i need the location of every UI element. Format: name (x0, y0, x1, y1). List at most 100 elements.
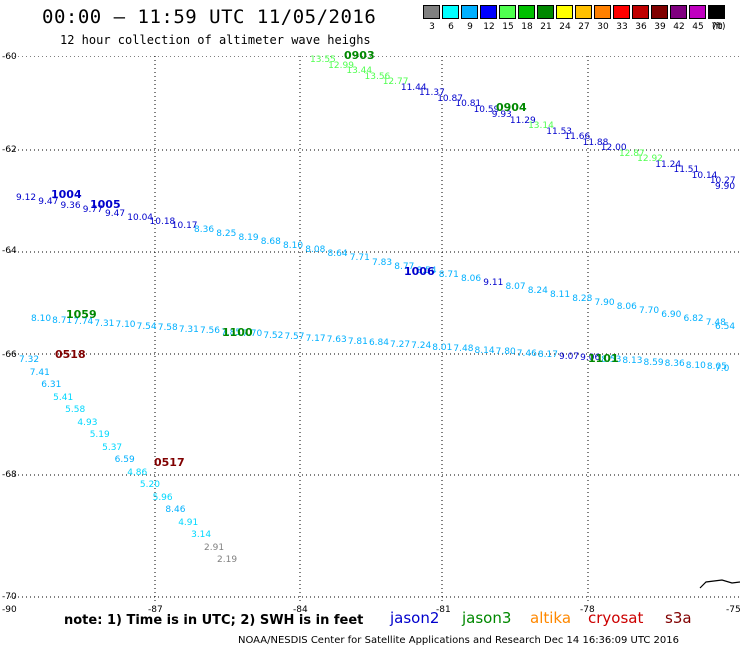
longitude-label: -75 (726, 605, 740, 615)
scale-swatch (670, 5, 687, 19)
wave-height-value: 7.48 (453, 344, 474, 355)
satellite-legend-s3a: s3a (665, 609, 692, 627)
wave-height-value: 8.13 (622, 356, 643, 367)
longitude-label: -84 (293, 605, 308, 615)
scale-label: 9 (467, 22, 473, 32)
wave-height-value: 9.06 (580, 353, 601, 364)
wave-height-value: 8.25 (216, 229, 237, 240)
longitude-label: -81 (436, 605, 451, 615)
wave-height-value: 11.29 (509, 115, 536, 126)
wave-height-value: 7.41 (29, 367, 50, 378)
scale-label: 30 (597, 22, 609, 32)
map-plot-area (10, 56, 740, 601)
wave-height-value: 13.44 (346, 66, 373, 77)
wave-height-value: 10.14 (691, 170, 718, 181)
wave-height-value: 6.31 (41, 380, 62, 390)
wave-height-value: 7.46 (516, 348, 537, 359)
wave-height-value: 8.10 (31, 314, 52, 324)
wave-height-value: 7.31 (178, 324, 199, 335)
wave-height-value: 7.0 (715, 364, 730, 374)
wave-height-value: 7.74 (73, 317, 94, 328)
map-subtitle: 12 hour collection of altimeter wave hei… (60, 33, 371, 47)
wave-height-value: 8.28 (572, 293, 593, 304)
scale-label: 21 (540, 22, 552, 32)
wave-height-value: 8.07 (505, 281, 526, 292)
wave-height-value: 12.87 (618, 148, 645, 159)
wave-height-value: 8.11 (550, 289, 571, 300)
scale-label: 3 (429, 22, 435, 32)
wave-height-value: 7.48 (705, 317, 726, 328)
scale-swatch (461, 5, 478, 19)
wave-height-value: 7.83 (372, 257, 393, 268)
footnote: note: 1) Time is in UTC; 2) SWH is in fe… (64, 613, 364, 628)
wave-height-value: 10.04 (127, 213, 154, 224)
pass-time-label: 0517 (154, 456, 185, 469)
wave-height-value: 8.71 (52, 315, 73, 326)
scale-label: 24 (559, 22, 571, 32)
wave-height-value: 7.24 (411, 341, 432, 352)
wave-height-value: 8.06 (616, 301, 637, 312)
scale-swatch (537, 5, 554, 19)
wave-height-value: 9.36 (60, 201, 81, 212)
pass-time-label: 0904 (496, 101, 527, 114)
scale-swatch (632, 5, 649, 19)
scale-swatch (708, 5, 725, 19)
scale-label: 6 (448, 22, 454, 32)
pass-time-label: 1006 (404, 265, 435, 278)
wave-height-value: 9.93 (491, 110, 512, 121)
wave-height-value: 3.14 (191, 530, 212, 540)
longitude-label: -87 (148, 605, 163, 615)
latitude-label: -64 (2, 246, 17, 256)
scale-label: 70 (711, 22, 723, 32)
scale-label: 12 (483, 22, 495, 32)
wave-height-value: 8.53 (601, 354, 622, 365)
latitude-label: -62 (2, 145, 17, 155)
wave-height-value: 11.37 (419, 88, 445, 99)
wave-height-value: 10.59 (473, 104, 500, 115)
wave-height-value: 7.54 (136, 321, 157, 332)
wave-height-value: 4.91 (178, 517, 199, 528)
scale-swatch (499, 5, 516, 19)
wave-height-value: 10.87 (437, 93, 463, 104)
wave-height-value: 9.12 (16, 193, 37, 203)
wave-height-value: 9.90 (715, 182, 736, 192)
scale-swatch (575, 5, 592, 19)
wave-height-value: 8.10 (685, 360, 706, 371)
wave-height-value: 11.44 (400, 82, 427, 93)
satellite-legend-altika: altika (530, 609, 572, 627)
wave-height-value: 2.91 (204, 542, 225, 553)
wave-height-value: 7.63 (326, 335, 347, 346)
scale-label: 15 (502, 22, 514, 32)
scale-label: 36 (635, 22, 647, 32)
wave-height-value: 6.54 (715, 322, 736, 332)
latitude-label: -68 (2, 470, 17, 480)
wave-height-value: 5.19 (89, 430, 110, 440)
wave-height-value: 7.32 (19, 355, 40, 365)
wave-height-value: 9.47 (105, 209, 126, 220)
scale-swatch (613, 5, 630, 19)
wave-height-value: 7.10 (115, 320, 136, 331)
wave-height-value: 11.88 (582, 137, 609, 148)
wave-height-value: 9.77 (82, 205, 103, 216)
wave-height-value: 11.24 (655, 159, 682, 170)
latitude-label: -66 (2, 350, 17, 360)
credit-footer: NOAA/NESDIS Center for Satellite Applica… (238, 635, 680, 646)
wave-height-value: 7.56 (199, 326, 221, 337)
scale-label: 18 (521, 22, 533, 32)
wave-height-value: 7.57 (284, 332, 305, 343)
scale-swatch (689, 5, 706, 19)
wave-height-value: 8.54 (416, 265, 437, 276)
wave-height-value: 7.80 (495, 347, 516, 358)
wave-height-value: 13.55 (310, 55, 336, 65)
scale-label: 42 (673, 22, 685, 32)
wave-height-value: 7.52 (263, 330, 284, 341)
wave-height-value: 9.11 (483, 277, 504, 288)
scale-label: 27 (578, 22, 590, 32)
wave-height-value: 5.41 (53, 392, 74, 403)
wave-height-value: 5.20 (139, 480, 160, 490)
wave-height-value: 9.07 (559, 351, 580, 362)
scale-swatch (518, 5, 535, 19)
wave-height-value: 8.08 (305, 245, 326, 256)
pass-time-label: 1005 (90, 198, 121, 211)
scale-label: 39 (654, 22, 666, 32)
